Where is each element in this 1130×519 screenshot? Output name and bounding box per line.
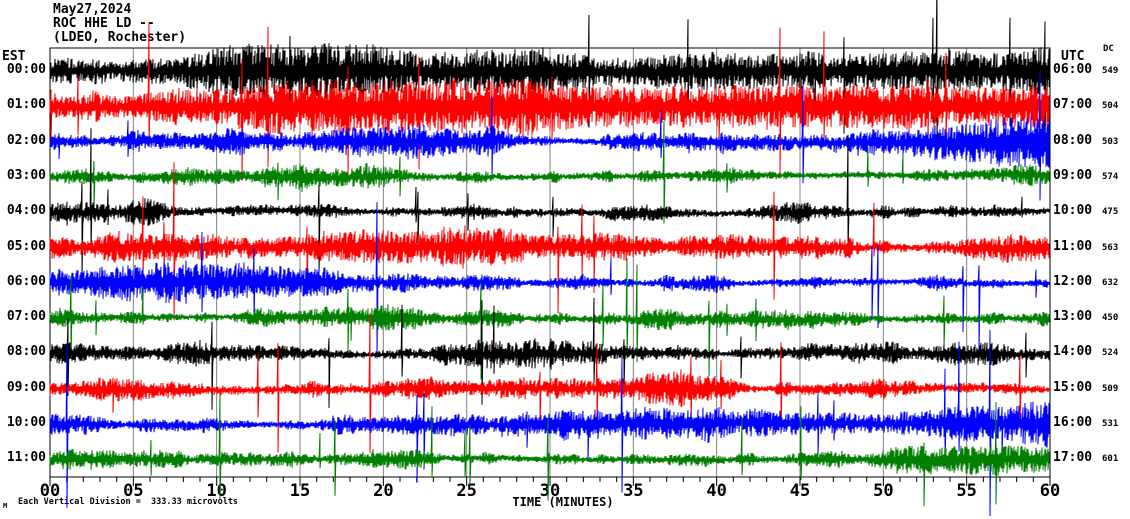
- dc-value-1400: 524: [1102, 348, 1119, 359]
- est-label-0000: 00:00: [6, 62, 46, 77]
- x-axis-title: TIME (MINUTES): [512, 495, 614, 509]
- utc-label-1400: 14:00: [1053, 344, 1093, 360]
- dc-value-1200: 632: [1102, 277, 1119, 288]
- est-label-0200: 02:00: [6, 132, 46, 148]
- right-timezone-label: UTC: [1061, 49, 1085, 64]
- dc-value-0900: 574: [1102, 171, 1119, 182]
- utc-label-0600: 06:00: [1053, 62, 1093, 77]
- dc-value-0800: 503: [1102, 136, 1119, 147]
- title-network: (LDEO, Rochester): [53, 30, 187, 45]
- utc-label-1200: 12:00: [1053, 273, 1093, 289]
- x-tick-label-45: 45: [789, 481, 811, 501]
- corner-mark: M: [3, 502, 8, 510]
- est-label-0700: 07:00: [6, 309, 46, 325]
- est-label-0500: 05:00: [6, 238, 46, 254]
- utc-label-1100: 11:00: [1053, 238, 1093, 254]
- est-label-0600: 06:00: [6, 273, 46, 289]
- est-label-1000: 10:00: [6, 415, 46, 430]
- utc-label-1300: 13:00: [1053, 309, 1093, 325]
- dc-value-1300: 450: [1102, 313, 1119, 324]
- est-label-0100: 01:00: [6, 97, 46, 113]
- est-label-0300: 03:00: [6, 167, 46, 183]
- utc-label-0900: 09:00: [1053, 167, 1093, 183]
- x-tick-label-20: 20: [373, 481, 394, 501]
- x-tick-label-40: 40: [706, 481, 727, 501]
- dc-column-header: DC: [1103, 44, 1114, 54]
- utc-label-1600: 16:00: [1053, 415, 1093, 430]
- utc-label-1000: 10:00: [1053, 203, 1093, 219]
- title-date: May27,2024: [53, 2, 132, 17]
- dc-value-1700: 601: [1102, 454, 1119, 465]
- est-label-1100: 11:00: [6, 450, 46, 466]
- est-label-0900: 09:00: [6, 379, 46, 395]
- utc-label-0800: 08:00: [1053, 132, 1093, 148]
- x-tick-label-60: 60: [1039, 481, 1061, 501]
- x-tick-label-15: 15: [289, 481, 311, 501]
- est-label-0800: 08:00: [6, 344, 46, 360]
- utc-label-1700: 17:00: [1053, 450, 1093, 466]
- dc-value-0600: 549: [1102, 66, 1119, 76]
- dc-value-1500: 509: [1102, 383, 1119, 394]
- left-timezone-label: EST: [2, 49, 26, 64]
- utc-label-0700: 07:00: [1053, 97, 1093, 113]
- dc-value-1100: 563: [1102, 242, 1119, 253]
- utc-label-1500: 15:00: [1053, 379, 1093, 395]
- dc-value-1600: 531: [1102, 419, 1119, 429]
- est-label-0400: 04:00: [6, 203, 46, 219]
- dc-value-1000: 475: [1102, 207, 1119, 218]
- scale-note: Each Vertical Division = 333.33 microvol…: [18, 497, 239, 507]
- title-station: ROC HHE LD --: [53, 16, 155, 31]
- x-tick-label-55: 55: [956, 481, 977, 501]
- dc-value-0700: 504: [1102, 101, 1119, 112]
- x-tick-label-50: 50: [873, 481, 894, 501]
